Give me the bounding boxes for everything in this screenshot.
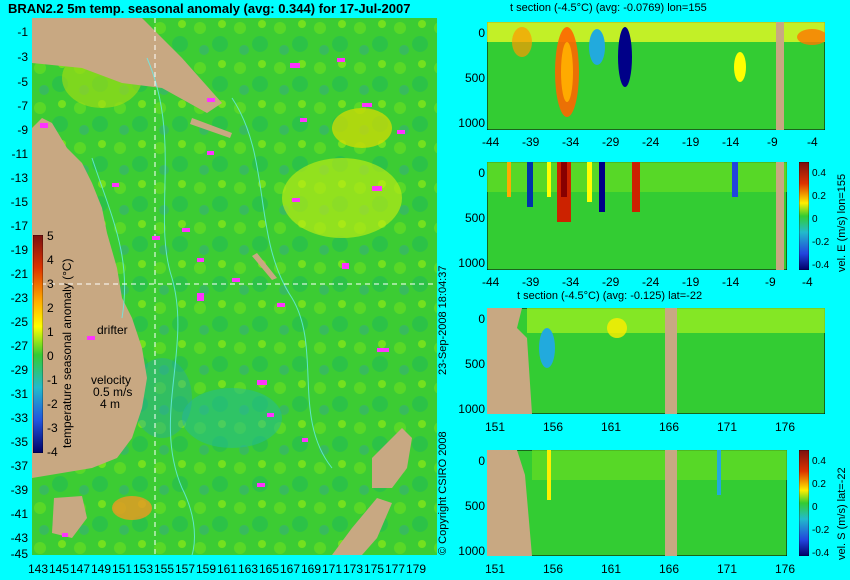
tasmania-land	[52, 496, 87, 538]
panel-3-title: t section (-4.5°C) (avg: -0.125) lat=-22	[517, 290, 703, 302]
timestamp: 23-Sep-2008 18:04:37	[437, 265, 449, 375]
velocity-depth: 4 m	[100, 397, 121, 411]
australia-land	[32, 118, 147, 478]
panel-2-section	[487, 162, 787, 270]
panel-4-side-label: vel. S (m/s) lat=-22	[836, 467, 848, 560]
drifter-label: drifter	[97, 323, 128, 337]
new-zealand-north-land	[372, 428, 412, 488]
anomaly-map	[32, 18, 437, 555]
map-colorbar	[33, 235, 43, 453]
copyright: © Copyright CSIRO 2008	[437, 431, 449, 555]
new-zealand-south-land	[332, 498, 392, 555]
colorbar-label: temperature seasonal anomaly (°C)	[60, 258, 74, 448]
new-guinea-land	[32, 18, 222, 113]
panel-1-title: t section (-4.5°C) (avg: -0.0769) lon=15…	[510, 2, 707, 14]
panel-1-section	[487, 22, 825, 130]
velocity-value: 0.5 m/s	[93, 385, 133, 399]
panel-4-section	[487, 450, 787, 556]
drifter-markers	[40, 58, 405, 537]
map-title: BRAN2.2 5m temp. seasonal anomaly (avg: …	[8, 1, 411, 16]
velocity-label: velocity	[91, 373, 132, 387]
panel-4-colorbar	[799, 450, 809, 556]
panel-2-colorbar	[799, 162, 809, 270]
panel-3-section	[487, 308, 825, 414]
panel-2-side-label: vel. E (m/s) lon=155	[836, 173, 848, 272]
